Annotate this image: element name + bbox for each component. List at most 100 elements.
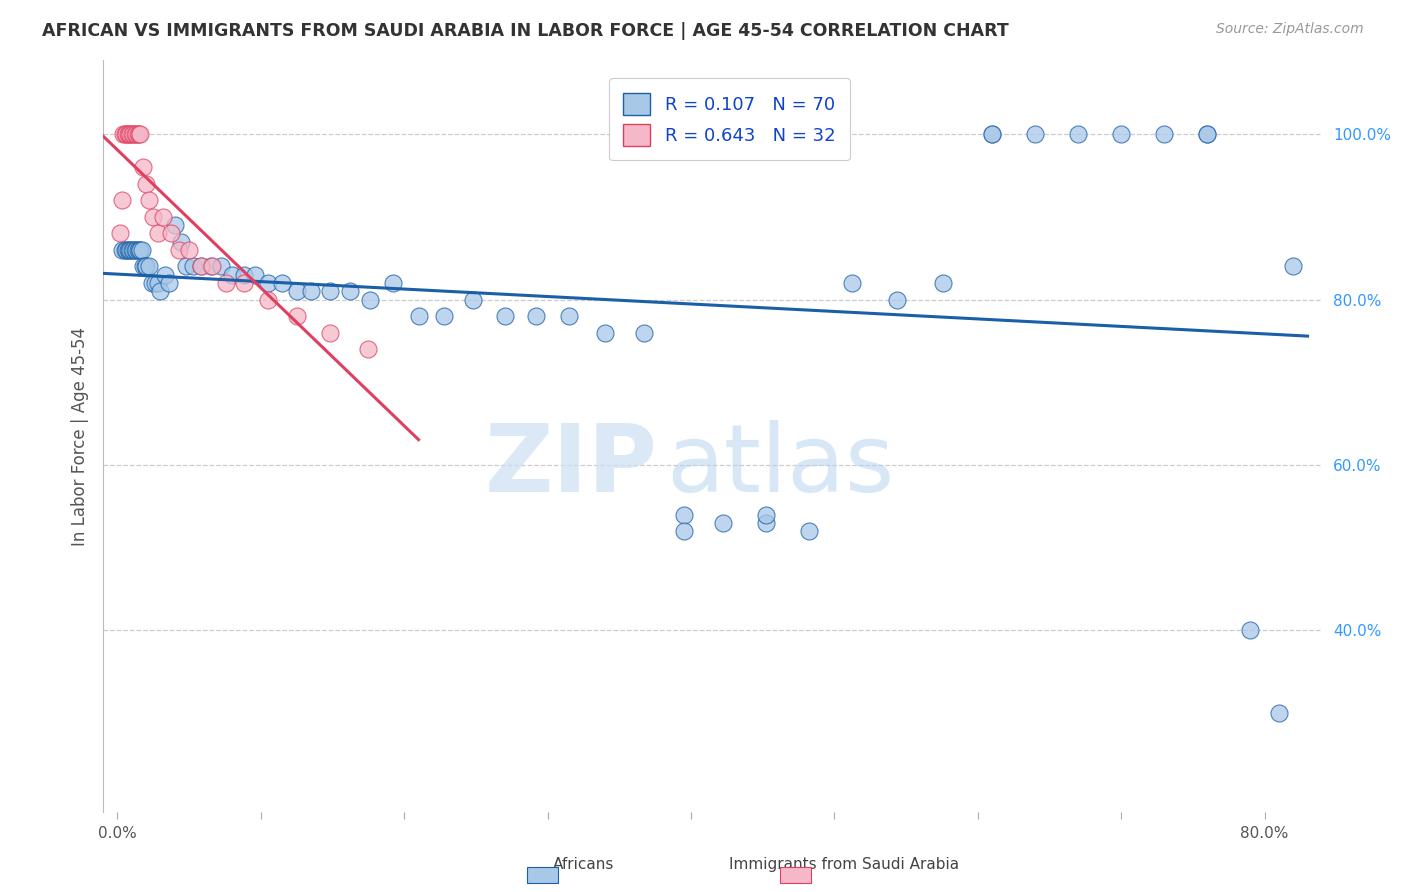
Point xyxy=(128,127,150,141)
Point xyxy=(711,516,734,530)
Point xyxy=(494,309,516,323)
Point xyxy=(183,260,205,274)
Point xyxy=(461,293,484,307)
Point xyxy=(215,276,238,290)
Point xyxy=(593,326,616,340)
Point xyxy=(285,285,308,299)
Point xyxy=(131,243,153,257)
Point xyxy=(1239,624,1261,638)
Point xyxy=(209,260,232,274)
Point xyxy=(257,276,280,290)
Point xyxy=(124,243,146,257)
Point xyxy=(110,227,132,241)
Point xyxy=(128,243,150,257)
Point xyxy=(114,127,136,141)
Point xyxy=(357,342,380,356)
Point xyxy=(1067,127,1090,141)
Point xyxy=(117,127,139,141)
Point xyxy=(179,243,201,257)
Point xyxy=(524,309,547,323)
Point xyxy=(122,127,145,141)
Point xyxy=(115,243,138,257)
Point xyxy=(129,127,152,141)
Point xyxy=(153,268,176,282)
Point xyxy=(433,309,456,323)
Point xyxy=(138,260,160,274)
Point xyxy=(120,127,142,141)
Point xyxy=(118,243,141,257)
Point xyxy=(174,260,197,274)
Point xyxy=(135,260,157,274)
Point xyxy=(114,243,136,257)
Point xyxy=(169,235,191,249)
Point xyxy=(121,243,143,257)
Point xyxy=(841,276,863,290)
Point xyxy=(672,524,695,538)
Point xyxy=(558,309,581,323)
Point xyxy=(232,268,254,282)
Point xyxy=(142,210,165,224)
Legend: R = 0.107   N = 70, R = 0.643   N = 32: R = 0.107 N = 70, R = 0.643 N = 32 xyxy=(609,78,851,161)
Point xyxy=(299,285,322,299)
Point xyxy=(1197,127,1219,141)
Text: ZIP: ZIP xyxy=(485,420,658,512)
Point xyxy=(125,127,148,141)
Y-axis label: In Labor Force | Age 45-54: In Labor Force | Age 45-54 xyxy=(72,326,89,546)
Point xyxy=(381,276,404,290)
Point xyxy=(159,227,181,241)
Point xyxy=(1282,260,1305,274)
Point xyxy=(633,326,655,340)
Point xyxy=(167,243,190,257)
Point xyxy=(1153,127,1175,141)
Point xyxy=(1024,127,1046,141)
Point xyxy=(111,193,134,207)
Point xyxy=(981,127,1004,141)
Point xyxy=(118,127,141,141)
Point xyxy=(124,127,146,141)
Point xyxy=(201,260,224,274)
Point xyxy=(285,309,308,323)
Point xyxy=(115,127,138,141)
Point xyxy=(1268,706,1291,721)
Text: Immigrants from Saudi Arabia: Immigrants from Saudi Arabia xyxy=(728,857,959,872)
Point xyxy=(138,193,160,207)
Point xyxy=(125,243,148,257)
Point xyxy=(120,243,142,257)
Point xyxy=(981,127,1004,141)
Point xyxy=(134,260,156,274)
Point xyxy=(112,127,135,141)
Point xyxy=(127,243,149,257)
Point xyxy=(797,524,820,538)
Point xyxy=(257,293,280,307)
Point xyxy=(132,160,155,174)
Point xyxy=(408,309,430,323)
Point xyxy=(1109,127,1132,141)
Point xyxy=(1197,127,1219,141)
Point xyxy=(754,508,776,522)
Text: AFRICAN VS IMMIGRANTS FROM SAUDI ARABIA IN LABOR FORCE | AGE 45-54 CORRELATION C: AFRICAN VS IMMIGRANTS FROM SAUDI ARABIA … xyxy=(42,22,1010,40)
Point xyxy=(111,243,134,257)
Point xyxy=(117,243,139,257)
Point xyxy=(200,260,222,274)
Point xyxy=(221,268,243,282)
Point xyxy=(129,243,152,257)
Point xyxy=(318,285,340,299)
Text: Africans: Africans xyxy=(553,857,614,872)
Point xyxy=(157,276,180,290)
Point xyxy=(359,293,381,307)
Point xyxy=(190,260,212,274)
Point xyxy=(143,276,166,290)
Point xyxy=(886,293,908,307)
Point xyxy=(132,260,155,274)
Point xyxy=(190,260,212,274)
Point xyxy=(146,227,169,241)
Point xyxy=(271,276,294,290)
Point xyxy=(127,127,149,141)
Point xyxy=(243,268,266,282)
Point xyxy=(754,516,776,530)
Point xyxy=(672,508,695,522)
Point xyxy=(146,276,169,290)
Point xyxy=(163,218,186,232)
Point xyxy=(149,285,172,299)
Text: atlas: atlas xyxy=(666,420,894,512)
